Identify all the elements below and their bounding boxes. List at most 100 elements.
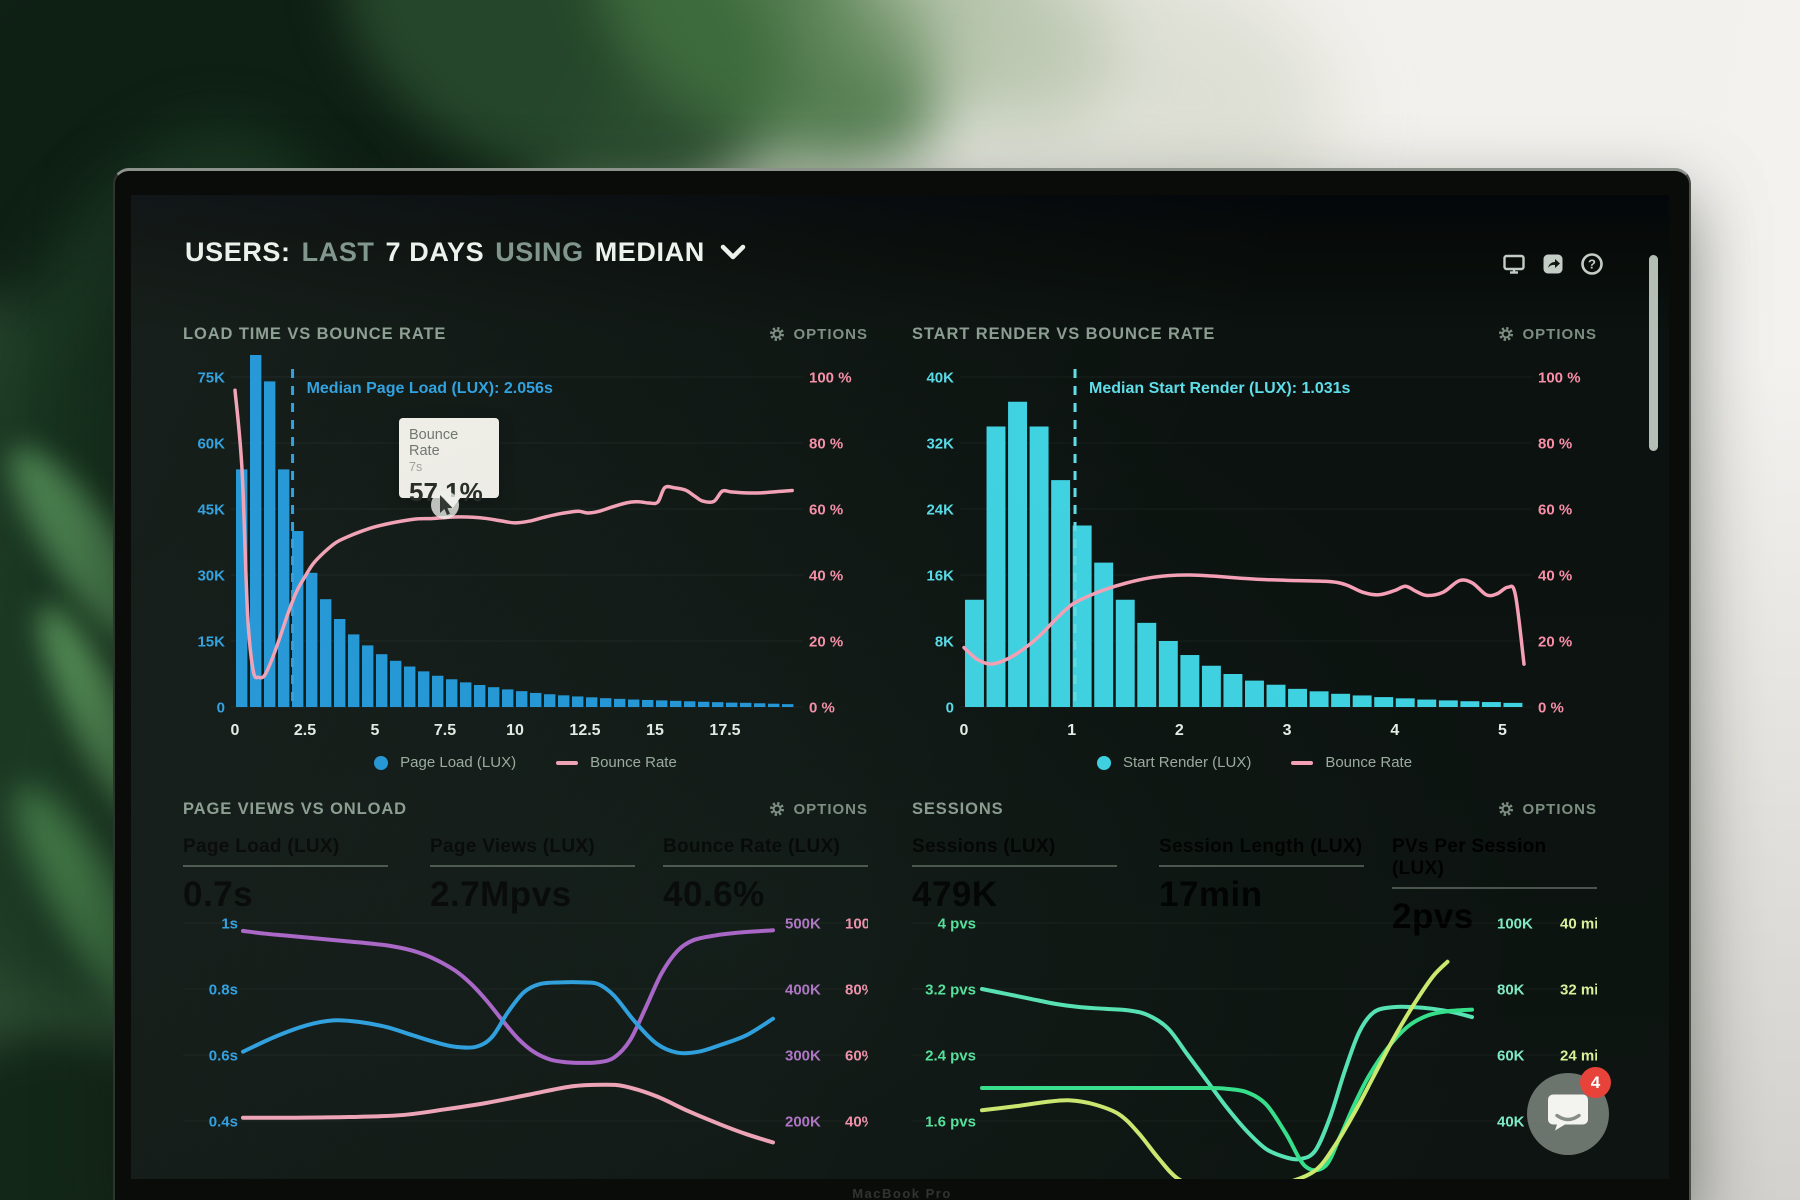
- laptop-bezel-label: MacBook Pro: [852, 1186, 952, 1200]
- svg-text:40 %: 40 %: [1538, 567, 1572, 584]
- options-button[interactable]: OPTIONS: [1498, 326, 1597, 343]
- svg-text:20 %: 20 %: [809, 633, 843, 650]
- chart-tooltip: Bounce Rate 7s 57.1%: [399, 418, 499, 509]
- scrollbar[interactable]: [1649, 255, 1658, 451]
- svg-text:8K: 8K: [935, 633, 954, 650]
- panel-load-time-vs-bounce-rate: LOAD TIME VS BOUNCE RATE OPTIONS 75K 100 …: [183, 319, 868, 772]
- svg-text:80 %: 80 %: [1538, 435, 1572, 452]
- metric-page-load: Page Load (LUX) 0.7s: [183, 836, 430, 915]
- gear-icon: [770, 802, 785, 816]
- svg-text:17.5: 17.5: [709, 722, 740, 739]
- svg-text:2.5: 2.5: [294, 722, 316, 739]
- svg-text:?: ?: [1588, 256, 1596, 271]
- options-button[interactable]: OPTIONS: [769, 801, 868, 818]
- svg-text:60 %: 60 %: [809, 501, 843, 518]
- svg-text:0.8s: 0.8s: [209, 981, 238, 998]
- svg-text:80K: 80K: [1497, 981, 1525, 998]
- svg-text:7.5: 7.5: [434, 722, 456, 739]
- svg-text:Median Page Load (LUX): 2.056s: Median Page Load (LUX): 2.056s: [307, 380, 553, 397]
- svg-text:1: 1: [1067, 722, 1076, 739]
- svg-text:60%: 60%: [845, 1047, 868, 1064]
- svg-text:4: 4: [1390, 722, 1399, 739]
- metric-page-views: Page Views (LUX) 2.7Mpvs: [430, 836, 663, 915]
- help-icon[interactable]: ?: [1579, 251, 1604, 276]
- svg-text:0 %: 0 %: [1538, 699, 1564, 716]
- share-icon[interactable]: [1540, 251, 1565, 276]
- metric-session-length: Session Length (LUX) 17min: [1159, 836, 1364, 914]
- svg-text:5: 5: [371, 722, 380, 739]
- chevron-down-icon: [720, 244, 746, 265]
- panel-title: LOAD TIME VS BOUNCE RATE: [183, 324, 447, 343]
- svg-text:40K: 40K: [1497, 1113, 1525, 1130]
- svg-text:0 %: 0 %: [809, 699, 835, 716]
- svg-text:32K: 32K: [926, 435, 954, 452]
- svg-text:40 %: 40 %: [809, 567, 843, 584]
- start-render-chart[interactable]: 40K 100 % 32K 80 % 24K 60 % 16K 40 % 8K 20 % 0 0 % 0…: [912, 349, 1597, 747]
- svg-text:2.4 pvs: 2.4 pvs: [925, 1047, 976, 1064]
- legend-dash-bounce-rate: [556, 760, 579, 765]
- svg-text:400K: 400K: [785, 981, 821, 998]
- gear-icon: [770, 327, 785, 341]
- svg-text:15K: 15K: [197, 633, 225, 650]
- svg-text:200K: 200K: [785, 1113, 821, 1130]
- title-last: LAST: [301, 237, 375, 267]
- svg-text:5: 5: [1498, 722, 1507, 739]
- chat-button[interactable]: 4: [1527, 1067, 1611, 1155]
- svg-text:100%: 100%: [845, 915, 868, 932]
- chat-icon: [1547, 1092, 1589, 1137]
- load-time-chart[interactable]: 75K 100 % 60K 80 % 45K 60 % 30K 40 % 15K 20 % 0 0 %…: [183, 349, 868, 747]
- svg-text:2: 2: [1175, 722, 1184, 739]
- title-7days: 7 DAYS: [385, 237, 485, 267]
- svg-text:100K: 100K: [1497, 915, 1533, 932]
- svg-text:0.4s: 0.4s: [209, 1113, 238, 1130]
- legend-dash-bounce-rate: [1291, 760, 1314, 765]
- chart-legend: Page Load (LUX) Bounce Rate: [183, 754, 868, 771]
- chart-legend: Start Render (LUX) Bounce Rate: [912, 754, 1597, 771]
- svg-text:10: 10: [506, 722, 524, 739]
- display-icon[interactable]: [1501, 251, 1526, 276]
- svg-text:1s: 1s: [221, 915, 238, 932]
- svg-text:75K: 75K: [197, 369, 225, 386]
- options-button[interactable]: OPTIONS: [1498, 801, 1597, 818]
- svg-text:24 min: 24 min: [1560, 1047, 1597, 1064]
- svg-text:1.6 pvs: 1.6 pvs: [925, 1113, 976, 1130]
- svg-text:0: 0: [946, 699, 954, 716]
- page-views-onload-chart[interactable]: 1s 500K 100% 0.8s 400K 80% 0.6s 300K 60% 0.4s 200K…: [183, 910, 868, 1179]
- chat-badge: 4: [1580, 1067, 1611, 1098]
- metric-sessions: Sessions (LUX) 479K: [912, 836, 1159, 937]
- svg-text:100 %: 100 %: [809, 369, 852, 386]
- metric-row: Sessions (LUX) 479K Session Length (LUX)…: [912, 836, 1597, 937]
- svg-text:60K: 60K: [197, 435, 225, 452]
- svg-text:3.2 pvs: 3.2 pvs: [925, 981, 976, 998]
- panel-sessions: SESSIONS OPTIONS Sessions (LUX) 479K Ses…: [912, 794, 1597, 1179]
- svg-text:30K: 30K: [197, 567, 225, 584]
- metric-bounce-rate: Bounce Rate (LUX) 40.6%: [663, 836, 868, 915]
- svg-text:16K: 16K: [926, 567, 954, 584]
- svg-text:0: 0: [217, 699, 225, 716]
- panel-title: PAGE VIEWS VS ONLOAD: [183, 799, 407, 818]
- svg-text:40 min: 40 min: [1560, 915, 1597, 932]
- svg-text:100 %: 100 %: [1538, 369, 1581, 386]
- svg-text:40%: 40%: [845, 1113, 868, 1130]
- svg-text:20 %: 20 %: [1538, 633, 1572, 650]
- legend-label: Bounce Rate: [590, 754, 677, 771]
- sessions-chart[interactable]: 4 pvs 100K 40 min 3.2 pvs 80K 32 min 2.4 pvs 60…: [912, 910, 1597, 1179]
- svg-text:0.6s: 0.6s: [209, 1047, 238, 1064]
- svg-text:0: 0: [960, 722, 969, 739]
- laptop: USERS: LAST 7 DAYS USING MEDIAN ?: [113, 168, 1691, 1200]
- metric-pvs-per-session: PVs Per Session (LUX) 2pvs: [1392, 836, 1597, 937]
- panel-start-render-vs-bounce-rate: START RENDER VS BOUNCE RATE OPTIONS 40K 1…: [912, 319, 1597, 772]
- svg-text:80%: 80%: [845, 981, 868, 998]
- panel-page-views-vs-onload: PAGE VIEWS VS ONLOAD OPTIONS Page Load (…: [183, 794, 868, 1179]
- header-toolbar: ?: [1501, 251, 1604, 276]
- panel-title: START RENDER VS BOUNCE RATE: [912, 324, 1216, 343]
- metric-scope-dropdown[interactable]: USERS: LAST 7 DAYS USING MEDIAN: [185, 237, 746, 268]
- svg-text:80 %: 80 %: [809, 435, 843, 452]
- title-median: MEDIAN: [594, 237, 705, 267]
- options-button[interactable]: OPTIONS: [769, 326, 868, 343]
- svg-text:Median Start Render (LUX): 1.0: Median Start Render (LUX): 1.031s: [1089, 380, 1351, 397]
- legend-label: Start Render (LUX): [1122, 754, 1252, 771]
- svg-text:3: 3: [1283, 722, 1292, 739]
- legend-label: Page Load (LUX): [400, 754, 517, 771]
